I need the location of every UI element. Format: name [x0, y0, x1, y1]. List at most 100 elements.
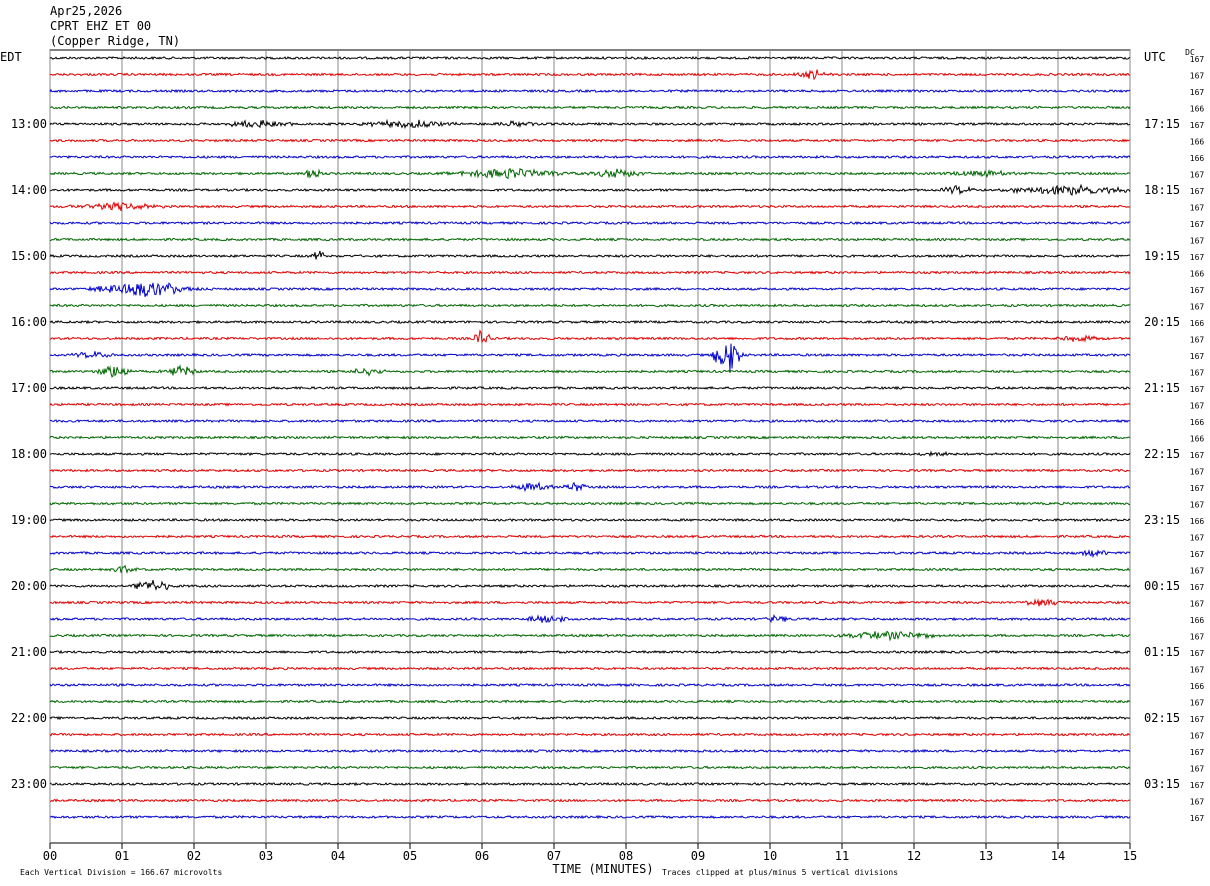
- edt-hour-label: 16:00: [11, 315, 47, 329]
- edt-hour-label: 20:00: [11, 579, 47, 593]
- dc-offset-label: 167: [1190, 237, 1205, 246]
- trace-line: [49, 220, 1131, 226]
- dc-offset-label: 167: [1190, 336, 1205, 345]
- utc-hour-label: 21:15: [1144, 381, 1180, 395]
- trace-line: [49, 781, 1131, 787]
- trace-line: [49, 579, 1131, 592]
- dc-offset-label: 167: [1190, 303, 1205, 312]
- trace-line: [49, 402, 1131, 407]
- trace-line: [49, 69, 1131, 81]
- dc-offset-label: 167: [1190, 286, 1205, 295]
- dc-offset-label: 167: [1190, 583, 1205, 592]
- dc-offset-label: 167: [1190, 501, 1205, 510]
- header-station: CPRT EHZ ET 00: [50, 19, 152, 33]
- dc-offset-label: 167: [1190, 72, 1205, 81]
- utc-hour-label: 17:15: [1144, 117, 1180, 131]
- dc-offset-label: 166: [1190, 319, 1205, 328]
- edt-hour-label: 17:00: [11, 381, 47, 395]
- trace-line: [49, 88, 1131, 94]
- dc-offset-label: 167: [1190, 253, 1205, 262]
- dc-offset-label: 167: [1190, 550, 1205, 559]
- edt-hour-label: 18:00: [11, 447, 47, 461]
- dc-offset-label: 167: [1190, 633, 1205, 642]
- dc-offset-label: 166: [1190, 616, 1205, 625]
- trace-line: [49, 385, 1131, 391]
- edt-hour-label: 23:00: [11, 777, 47, 791]
- x-tick-label: 15: [1123, 849, 1137, 863]
- edt-hour-label: 19:00: [11, 513, 47, 527]
- utc-hour-label: 01:15: [1144, 645, 1180, 659]
- dc-offset-label: 167: [1190, 55, 1205, 64]
- header-location: (Copper Ridge, TN): [50, 34, 181, 48]
- trace-line: [49, 613, 1131, 624]
- dc-offset-label: 167: [1190, 534, 1205, 543]
- trace-line: [49, 282, 1131, 297]
- dc-offset-label: 166: [1190, 682, 1205, 691]
- dc-offset-label: 167: [1190, 385, 1205, 394]
- trace-line: [49, 798, 1131, 803]
- trace-line: [49, 55, 1131, 61]
- trace-line: [49, 343, 1131, 371]
- dc-offset-label: 167: [1190, 699, 1205, 708]
- dc-offset-label: 166: [1190, 517, 1205, 526]
- dc-offset-label: 167: [1190, 814, 1205, 823]
- trace-line: [49, 534, 1131, 539]
- x-tick-label: 01: [115, 849, 129, 863]
- trace-line: [50, 105, 1131, 110]
- edt-hour-label: 14:00: [11, 183, 47, 197]
- x-tick-label: 14: [1051, 849, 1065, 863]
- x-tick-label: 00: [43, 849, 57, 863]
- trace-line: [49, 630, 1131, 642]
- trace-line: [49, 564, 1131, 574]
- x-tick-label: 03: [259, 849, 273, 863]
- dc-offset-label: 166: [1190, 270, 1205, 279]
- dc-offset-label: 167: [1190, 220, 1205, 229]
- dc-offset-label: 167: [1190, 765, 1205, 774]
- header-date: Apr25,2026: [50, 4, 123, 18]
- dc-offset-label: 167: [1190, 732, 1205, 741]
- dc-offset-label: 166: [1190, 105, 1205, 114]
- trace-line: [49, 303, 1131, 308]
- trace-line: [49, 201, 1131, 212]
- trace-line: [49, 250, 1131, 260]
- plot-frame: [49, 49, 1131, 844]
- trace-line: [49, 418, 1131, 424]
- edt-hour-label: 15:00: [11, 249, 47, 263]
- dc-offset-label: 167: [1190, 121, 1205, 130]
- trace-line: [49, 666, 1131, 671]
- trace-line: [49, 329, 1131, 344]
- trace-line: [49, 237, 1131, 242]
- dc-offset-label: 167: [1190, 352, 1205, 361]
- x-tick-label: 12: [907, 849, 921, 863]
- dc-offset-label: 167: [1190, 781, 1205, 790]
- edt-hour-label: 22:00: [11, 711, 47, 725]
- x-tick-label: 11: [835, 849, 849, 863]
- trace-line: [49, 118, 1131, 130]
- dc-offset-label: 167: [1190, 171, 1205, 180]
- x-tick-label: 09: [691, 849, 705, 863]
- scale-note: Each Vertical Division = 166.67 microvol…: [20, 868, 222, 877]
- dc-offset-label: 167: [1190, 666, 1205, 675]
- dc-offset-label: 167: [1190, 451, 1205, 460]
- utc-hour-label: 02:15: [1144, 711, 1180, 725]
- trace-line: [49, 270, 1131, 275]
- trace-line: [49, 450, 1131, 458]
- dc-offset-label: 167: [1190, 187, 1205, 196]
- dc-header-label: DC: [1185, 48, 1195, 57]
- x-tick-label: 07: [547, 849, 561, 863]
- dc-offset-label: 167: [1190, 567, 1205, 576]
- dc-offset-label: 167: [1190, 649, 1205, 658]
- trace-line: [49, 649, 1131, 655]
- utc-hour-label: 18:15: [1144, 183, 1180, 197]
- trace-line: [49, 154, 1131, 160]
- dc-offset-label: 167: [1190, 402, 1205, 411]
- utc-hour-label: 00:15: [1144, 579, 1180, 593]
- dc-offset-label: 167: [1190, 600, 1205, 609]
- utc-hour-label: 22:15: [1144, 447, 1180, 461]
- trace-line: [49, 435, 1131, 440]
- x-tick-label: 05: [403, 849, 417, 863]
- trace-line: [49, 319, 1131, 325]
- trace-line: [49, 183, 1131, 196]
- trace-line: [49, 167, 1131, 180]
- trace-line: [49, 765, 1131, 770]
